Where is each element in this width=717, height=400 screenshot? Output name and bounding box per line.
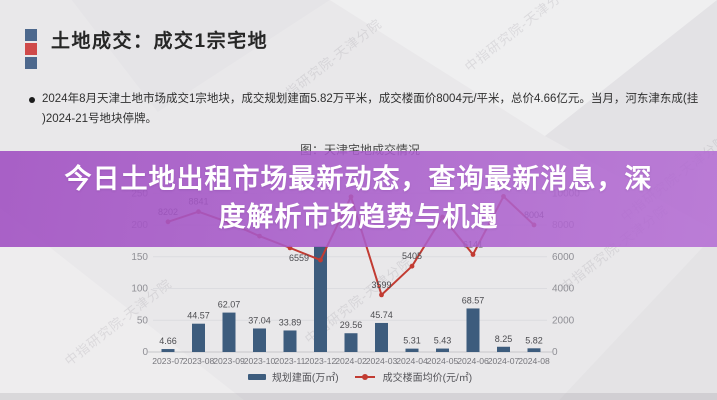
svg-text:33.89: 33.89 [279,317,302,327]
svg-text:0: 0 [552,347,558,358]
headline-text: 今日土地出租市场最新动态，查询最新消息，深 度解析市场趋势与机遇 [0,151,717,236]
svg-text:37.04: 37.04 [248,315,271,325]
svg-text:2024-05: 2024-05 [427,356,459,366]
svg-text:44.57: 44.57 [187,311,210,321]
bar-legend-swatch-icon [247,373,266,380]
svg-text:2024-06: 2024-06 [457,356,489,366]
svg-text:45.74: 45.74 [370,310,393,320]
svg-text:2024-07: 2024-07 [488,356,520,366]
line-legend-label: 成交楼面均价(元/㎡) [382,373,473,384]
chart-legend: 规划建面(万㎡) 成交楼面均价(元/㎡) [130,369,590,384]
svg-text:5.43: 5.43 [434,336,452,346]
svg-text:2024-02: 2024-02 [335,356,367,366]
svg-text:2024-08: 2024-08 [518,356,550,366]
headline-line-2: 度解析市场趋势与机遇 [218,202,499,232]
summary-line-2: )2024-21号地块停牌。 [42,113,158,125]
svg-text:2023-10: 2023-10 [244,356,276,366]
svg-text:2023-09: 2023-09 [213,356,245,366]
svg-text:5.31: 5.31 [403,336,421,346]
svg-text:150: 150 [131,252,148,263]
svg-text:8.25: 8.25 [495,334,513,344]
watermark: 中指研究院-天津分院 [301,253,415,347]
svg-text:2000: 2000 [552,315,575,326]
line-legend-swatch-icon [354,373,375,380]
bottom-edge-band [0,393,717,400]
svg-text:2023-11: 2023-11 [275,356,306,366]
headline-line-1: 今日土地出租市场最新动态，查询最新消息，深 [64,164,653,194]
svg-text:6559: 6559 [289,253,309,263]
square-blue-icon [25,57,37,69]
summary-paragraph: 2024年8月天津土地市场成交1宗地块，成交规划建面5.82万平米，成交楼面价8… [42,89,698,129]
square-red-icon [25,43,37,55]
bullet-icon [29,97,35,103]
svg-text:5.82: 5.82 [525,335,543,345]
svg-text:2024-04: 2024-04 [396,356,428,366]
square-blue-icon [25,29,37,41]
summary-line-1: 2024年8月天津土地市场成交1宗地块，成交规划建面5.82万平米，成交楼面价8… [42,93,699,105]
svg-text:68.57: 68.57 [462,295,485,305]
headline-banner: 今日土地出租市场最新动态，查询最新消息，深 度解析市场趋势与机遇 [0,151,717,247]
bar-legend-label: 规划建面(万㎡) [271,373,339,384]
svg-text:2024-03: 2024-03 [366,356,398,366]
svg-text:2023-12: 2023-12 [305,356,337,366]
svg-text:62.07: 62.07 [218,300,241,310]
page-title: 土地成交：成交1宗宅地 [51,31,269,52]
title-bullet-squares [25,29,37,69]
svg-text:6000: 6000 [552,252,575,263]
